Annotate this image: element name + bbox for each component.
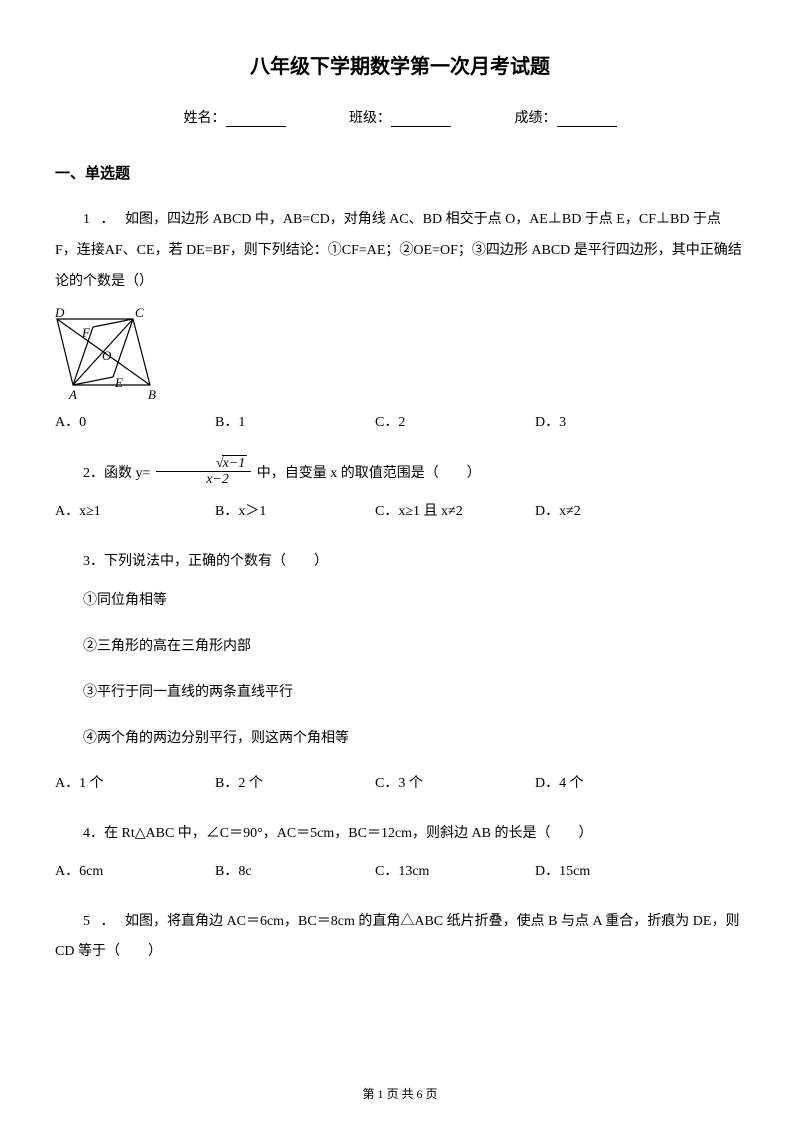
- q4-option-c: C．13cm: [375, 859, 535, 884]
- page-footer: 第 1 页 共 6 页: [0, 1085, 800, 1102]
- q1-option-b: B．1: [215, 410, 375, 435]
- q1-dot: ．: [101, 212, 115, 227]
- q3-stmt-1: ①同位角相等: [55, 587, 745, 615]
- q1-option-d: D．3: [535, 410, 695, 435]
- q5-number: 5: [83, 914, 90, 929]
- question-1: 1 ． 如图，四边形 ABCD 中，AB=CD，对角线 AC、BD 相交于点 O…: [55, 205, 745, 297]
- class-label: 班级：: [349, 111, 391, 126]
- q2-label: ．函数 y=: [90, 466, 150, 481]
- q2-fraction: x−1 x−2: [156, 456, 251, 488]
- q2-tail: 中，自变量 x 的取值范围是（ ）: [257, 466, 481, 481]
- q3-option-b: B．2 个: [215, 771, 375, 796]
- q3-option-d: D．4 个: [535, 771, 695, 796]
- question-2: 2．函数 y= x−1 x−2 中，自变量 x 的取值范围是（ ）: [55, 458, 745, 490]
- q5-text: 如图，将直角边 AC＝6cm，BC＝8cm 的直角△ABC 纸片折叠，使点 B …: [55, 914, 739, 960]
- q3-stmt-3: ③平行于同一直线的两条直线平行: [55, 679, 745, 707]
- diagram-label-b: B: [148, 387, 156, 402]
- q2-number: 2: [83, 466, 90, 481]
- question-3: 3．下列说法中，正确的个数有（ ）: [55, 547, 745, 578]
- q5-dot: ．: [101, 914, 115, 929]
- q2-option-d: D．x≠2: [535, 499, 695, 524]
- q1-number: 1: [83, 212, 90, 227]
- q1-text: 如图，四边形 ABCD 中，AB=CD，对角线 AC、BD 相交于点 O，AE⊥…: [55, 212, 742, 289]
- name-label: 姓名：: [184, 111, 226, 126]
- score-blank[interactable]: [557, 113, 617, 127]
- q4-label: ．在 Rt△ABC 中，∠C＝90°，AC＝5cm，BC＝12cm，则斜边 AB…: [90, 826, 593, 841]
- question-5: 5 ． 如图，将直角边 AC＝6cm，BC＝8cm 的直角△ABC 纸片折叠，使…: [55, 907, 745, 969]
- q4-option-d: D．15cm: [535, 859, 695, 884]
- q3-stmt-4: ④两个角的两边分别平行，则这两个角相等: [55, 725, 745, 753]
- score-label: 成绩：: [515, 111, 557, 126]
- q1-option-c: C．2: [375, 410, 535, 435]
- q2-option-c: C．x≥1 且 x≠2: [375, 499, 535, 524]
- q3-stmt-2: ②三角形的高在三角形内部: [55, 633, 745, 661]
- sqrt-icon: x−1: [188, 456, 247, 471]
- diagram-label-d: D: [55, 307, 65, 320]
- q3-number: 3: [83, 554, 90, 569]
- student-info-row: 姓名： 班级： 成绩：: [55, 107, 745, 127]
- diagram-label-c: C: [135, 307, 144, 320]
- q2-option-b: B．x＞1: [215, 499, 375, 524]
- page-title: 八年级下学期数学第一次月考试题: [55, 50, 745, 79]
- q2-options: A．x≥1 B．x＞1 C．x≥1 且 x≠2 D．x≠2: [55, 499, 745, 524]
- diagram-label-a: A: [68, 387, 77, 402]
- q2-option-a: A．x≥1: [55, 499, 215, 524]
- q4-options: A．6cm B．8c C．13cm D．15cm: [55, 859, 745, 884]
- q3-label: ．下列说法中，正确的个数有（ ）: [90, 554, 328, 569]
- q1-options: A．0 B．1 C．2 D．3: [55, 410, 745, 435]
- diagram-label-o: O: [102, 348, 112, 363]
- q3-option-a: A．1 个: [55, 771, 215, 796]
- diagram-label-f: F: [81, 325, 91, 340]
- q3-option-c: C．3 个: [375, 771, 535, 796]
- question-4: 4．在 Rt△ABC 中，∠C＝90°，AC＝5cm，BC＝12cm，则斜边 A…: [55, 819, 745, 850]
- q4-number: 4: [83, 826, 90, 841]
- section-heading: 一、单选题: [55, 162, 745, 183]
- q4-option-b: B．8c: [215, 859, 375, 884]
- q3-options: A．1 个 B．2 个 C．3 个 D．4 个: [55, 771, 745, 796]
- q1-option-a: A．0: [55, 410, 215, 435]
- class-blank[interactable]: [391, 113, 451, 127]
- name-blank[interactable]: [226, 113, 286, 127]
- diagram-label-e: E: [114, 375, 123, 390]
- q4-option-a: A．6cm: [55, 859, 215, 884]
- q1-diagram: A B C D E F O: [55, 307, 745, 402]
